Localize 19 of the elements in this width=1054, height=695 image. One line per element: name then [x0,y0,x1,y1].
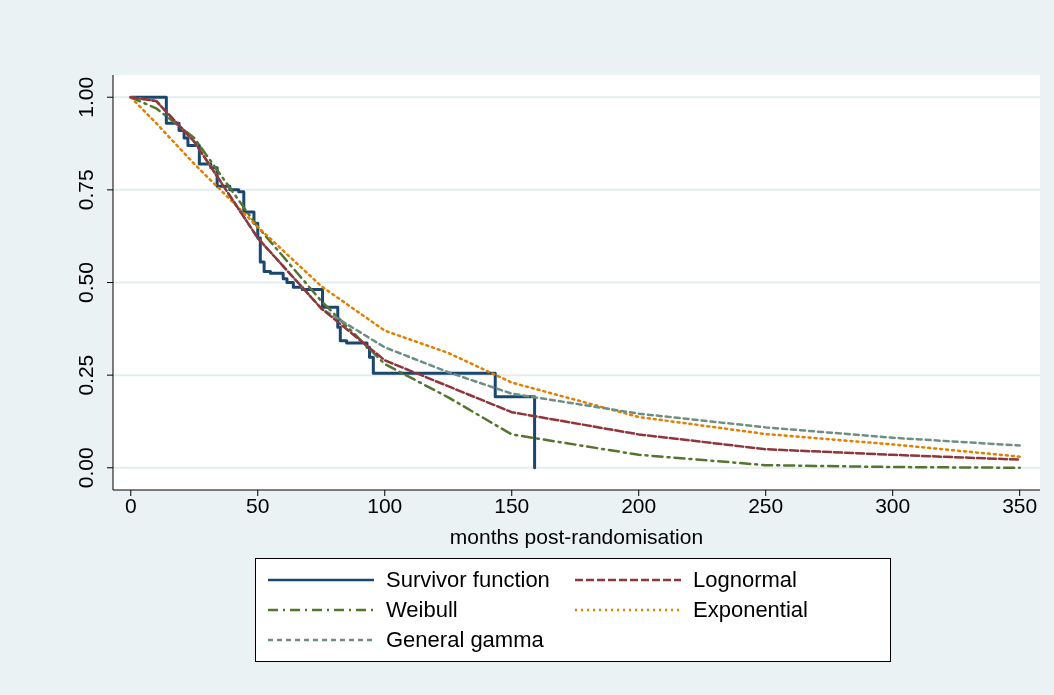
x-tick-label: 50 [246,493,270,517]
x-tick-label: 0 [124,493,137,517]
x-tick-label: 150 [494,493,530,517]
y-tick-label: 1.00 [74,76,97,118]
legend-label: Weibull [386,597,458,623]
legend-label: Exponential [693,597,808,623]
legend-label: Lognormal [693,567,797,593]
x-tick-label: 300 [875,493,911,517]
y-tick-label: 0.75 [74,169,97,211]
x-axis-title: months post-randomisation [449,525,704,548]
x-tick-label: 100 [367,493,403,517]
x-tick-label: 200 [621,493,657,517]
legend-label: Survivor function [386,567,550,593]
y-tick-label: 0.00 [74,447,97,489]
y-tick-label: 0.25 [74,354,97,396]
x-tick-label: 250 [748,493,784,517]
legend-label: General gamma [386,627,544,653]
y-tick-label: 0.50 [74,262,97,303]
x-tick-label: 350 [1002,493,1038,517]
